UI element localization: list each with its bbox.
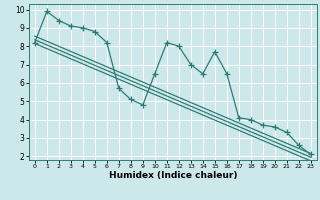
X-axis label: Humidex (Indice chaleur): Humidex (Indice chaleur)	[108, 171, 237, 180]
